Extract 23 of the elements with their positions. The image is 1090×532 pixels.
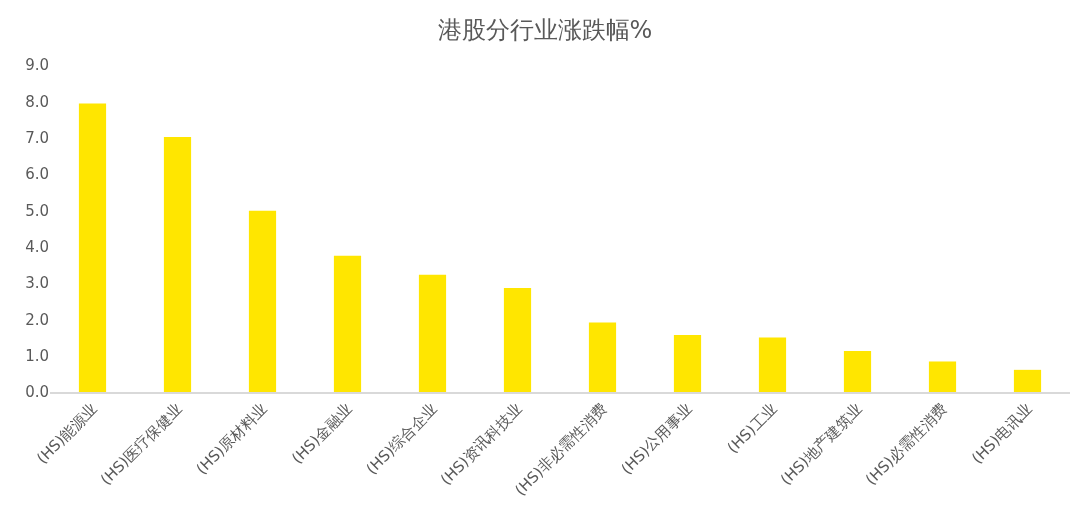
y-tick-label: 9.0: [25, 56, 49, 75]
bar: [588, 322, 617, 392]
y-tick-label: 2.0: [25, 310, 49, 329]
chart-title: 港股分行业涨跌幅%: [437, 16, 653, 45]
bar: [248, 210, 277, 392]
bar: [78, 103, 107, 392]
y-tick-label: 6.0: [25, 165, 49, 184]
bar: [758, 337, 787, 392]
y-tick-label: 0.0: [25, 383, 49, 402]
bar: [503, 288, 532, 392]
bar: [673, 334, 702, 392]
bar: [418, 274, 447, 392]
y-tick-label: 1.0: [25, 346, 49, 365]
y-tick-label: 4.0: [25, 237, 49, 256]
bar: [333, 255, 362, 392]
bar: [843, 350, 872, 392]
y-tick-label: 8.0: [25, 92, 49, 111]
bar: [1013, 369, 1042, 392]
bar: [163, 136, 192, 392]
y-tick-label: 5.0: [25, 201, 49, 220]
bar: [928, 361, 957, 392]
y-tick-label: 7.0: [25, 128, 49, 147]
y-tick-label: 3.0: [25, 274, 49, 293]
